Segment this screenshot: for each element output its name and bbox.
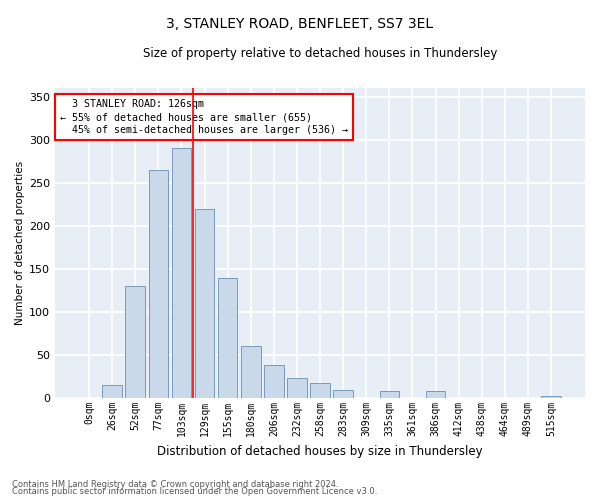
Text: Contains public sector information licensed under the Open Government Licence v3: Contains public sector information licen…	[12, 487, 377, 496]
Bar	[149, 170, 168, 398]
Text: Contains HM Land Registry data © Crown copyright and database right 2024.: Contains HM Land Registry data © Crown c…	[12, 480, 338, 489]
Bar	[426, 391, 445, 398]
Text: 3, STANLEY ROAD, BENFLEET, SS7 3EL: 3, STANLEY ROAD, BENFLEET, SS7 3EL	[166, 18, 434, 32]
Bar	[241, 346, 260, 398]
Bar	[541, 396, 561, 398]
Bar	[310, 384, 330, 398]
Bar	[125, 286, 145, 398]
Text: 3 STANLEY ROAD: 126sqm
← 55% of detached houses are smaller (655)
  45% of semi-: 3 STANLEY ROAD: 126sqm ← 55% of detached…	[61, 99, 349, 136]
Bar	[380, 391, 399, 398]
Bar	[334, 390, 353, 398]
Bar	[264, 366, 284, 398]
Bar	[103, 385, 122, 398]
Title: Size of property relative to detached houses in Thundersley: Size of property relative to detached ho…	[143, 48, 497, 60]
Bar	[172, 148, 191, 398]
Bar	[287, 378, 307, 398]
Y-axis label: Number of detached properties: Number of detached properties	[15, 161, 25, 325]
Bar	[218, 278, 238, 398]
X-axis label: Distribution of detached houses by size in Thundersley: Distribution of detached houses by size …	[157, 444, 483, 458]
Bar	[195, 208, 214, 398]
